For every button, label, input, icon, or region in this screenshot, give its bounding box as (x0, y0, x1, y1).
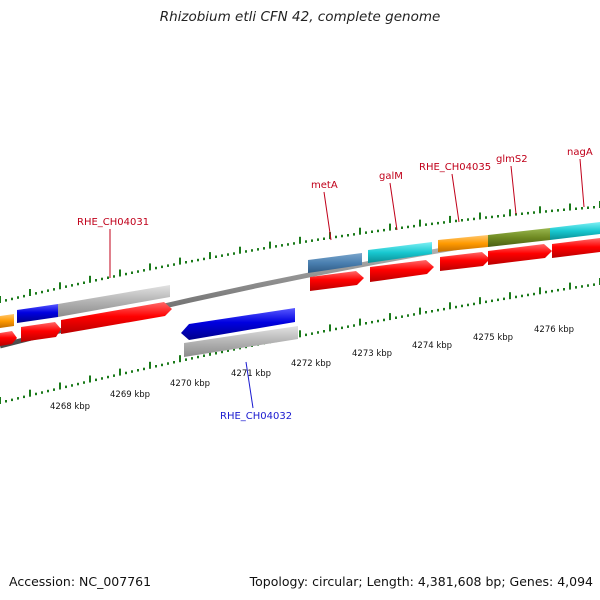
tick-label-4272: 4272 kbp (291, 359, 331, 369)
tick-label-4269: 4269 kbp (110, 390, 150, 400)
label-leader-meta (323, 191, 332, 241)
label-leader-rhe-ch04032 (245, 361, 254, 409)
gene-label-naga[interactable]: nagA (567, 147, 593, 158)
gene-bar-orange-left[interactable] (0, 314, 14, 328)
tick-label-4275: 4275 kbp (473, 333, 513, 343)
tick-label-4270: 4270 kbp (170, 379, 210, 389)
cds-arrow-fwd-galm[interactable] (370, 260, 434, 282)
gene-bar-orange-rhe-ch04035[interactable] (438, 235, 488, 252)
tick-label-4271: 4271 kbp (231, 369, 271, 379)
gene-label-meta[interactable]: metA (311, 180, 338, 191)
genome-summary-text: Topology: circular; Length: 4,381,608 bp… (249, 574, 593, 589)
cds-arrow-rev-rhe-ch04032[interactable] (181, 308, 295, 340)
gene-label-galm[interactable]: galM (379, 171, 403, 182)
tick-label-4273: 4273 kbp (352, 349, 392, 359)
cds-arrow-fwd-2[interactable] (21, 322, 61, 342)
cds-arrow-fwd-rhe-ch04035[interactable] (440, 252, 490, 271)
gene-label-rhe-ch04032[interactable]: RHE_CH04032 (220, 411, 292, 422)
tick-label-4274: 4274 kbp (412, 341, 452, 351)
cds-arrow-fwd-meta[interactable] (310, 271, 364, 291)
cds-arrow-fwd-3[interactable] (61, 302, 172, 334)
gene-bar-cyan-galm[interactable] (368, 242, 432, 263)
label-leader-galm (389, 182, 398, 231)
gene-bar-cyan-naga[interactable] (550, 222, 600, 240)
gene-bar-blue-left[interactable] (17, 304, 58, 323)
gene-bar-grey-rhe-ch04032[interactable] (184, 326, 298, 357)
cds-arrow-fwd-glms2[interactable] (488, 244, 552, 265)
upper-tick-track (0, 201, 600, 303)
label-leader-rhe-ch04035 (451, 173, 460, 223)
gene-bar-grey-rhe-ch04031[interactable] (58, 285, 170, 317)
tick-label-4268: 4268 kbp (50, 402, 90, 412)
label-leader-glms2 (510, 165, 517, 215)
label-leader-naga (579, 158, 585, 208)
gene-label-rhe-ch04031[interactable]: RHE_CH04031 (77, 217, 149, 228)
cds-arrow-fwd-1[interactable] (0, 331, 17, 346)
gene-label-rhe-ch04035[interactable]: RHE_CH04035 (419, 162, 491, 173)
cds-arrow-fwd-naga[interactable] (552, 238, 600, 258)
accession-text: Accession: NC_007761 (9, 574, 152, 589)
gene-bar-olive-glms2[interactable] (488, 228, 550, 247)
map-title: Rhizobium etli CFN 42, complete genome (159, 9, 441, 25)
gene-bar-steelblue-meta[interactable] (308, 253, 362, 273)
gene-label-glms2[interactable]: glmS2 (496, 154, 528, 165)
tick-label-4276: 4276 kbp (534, 325, 574, 335)
